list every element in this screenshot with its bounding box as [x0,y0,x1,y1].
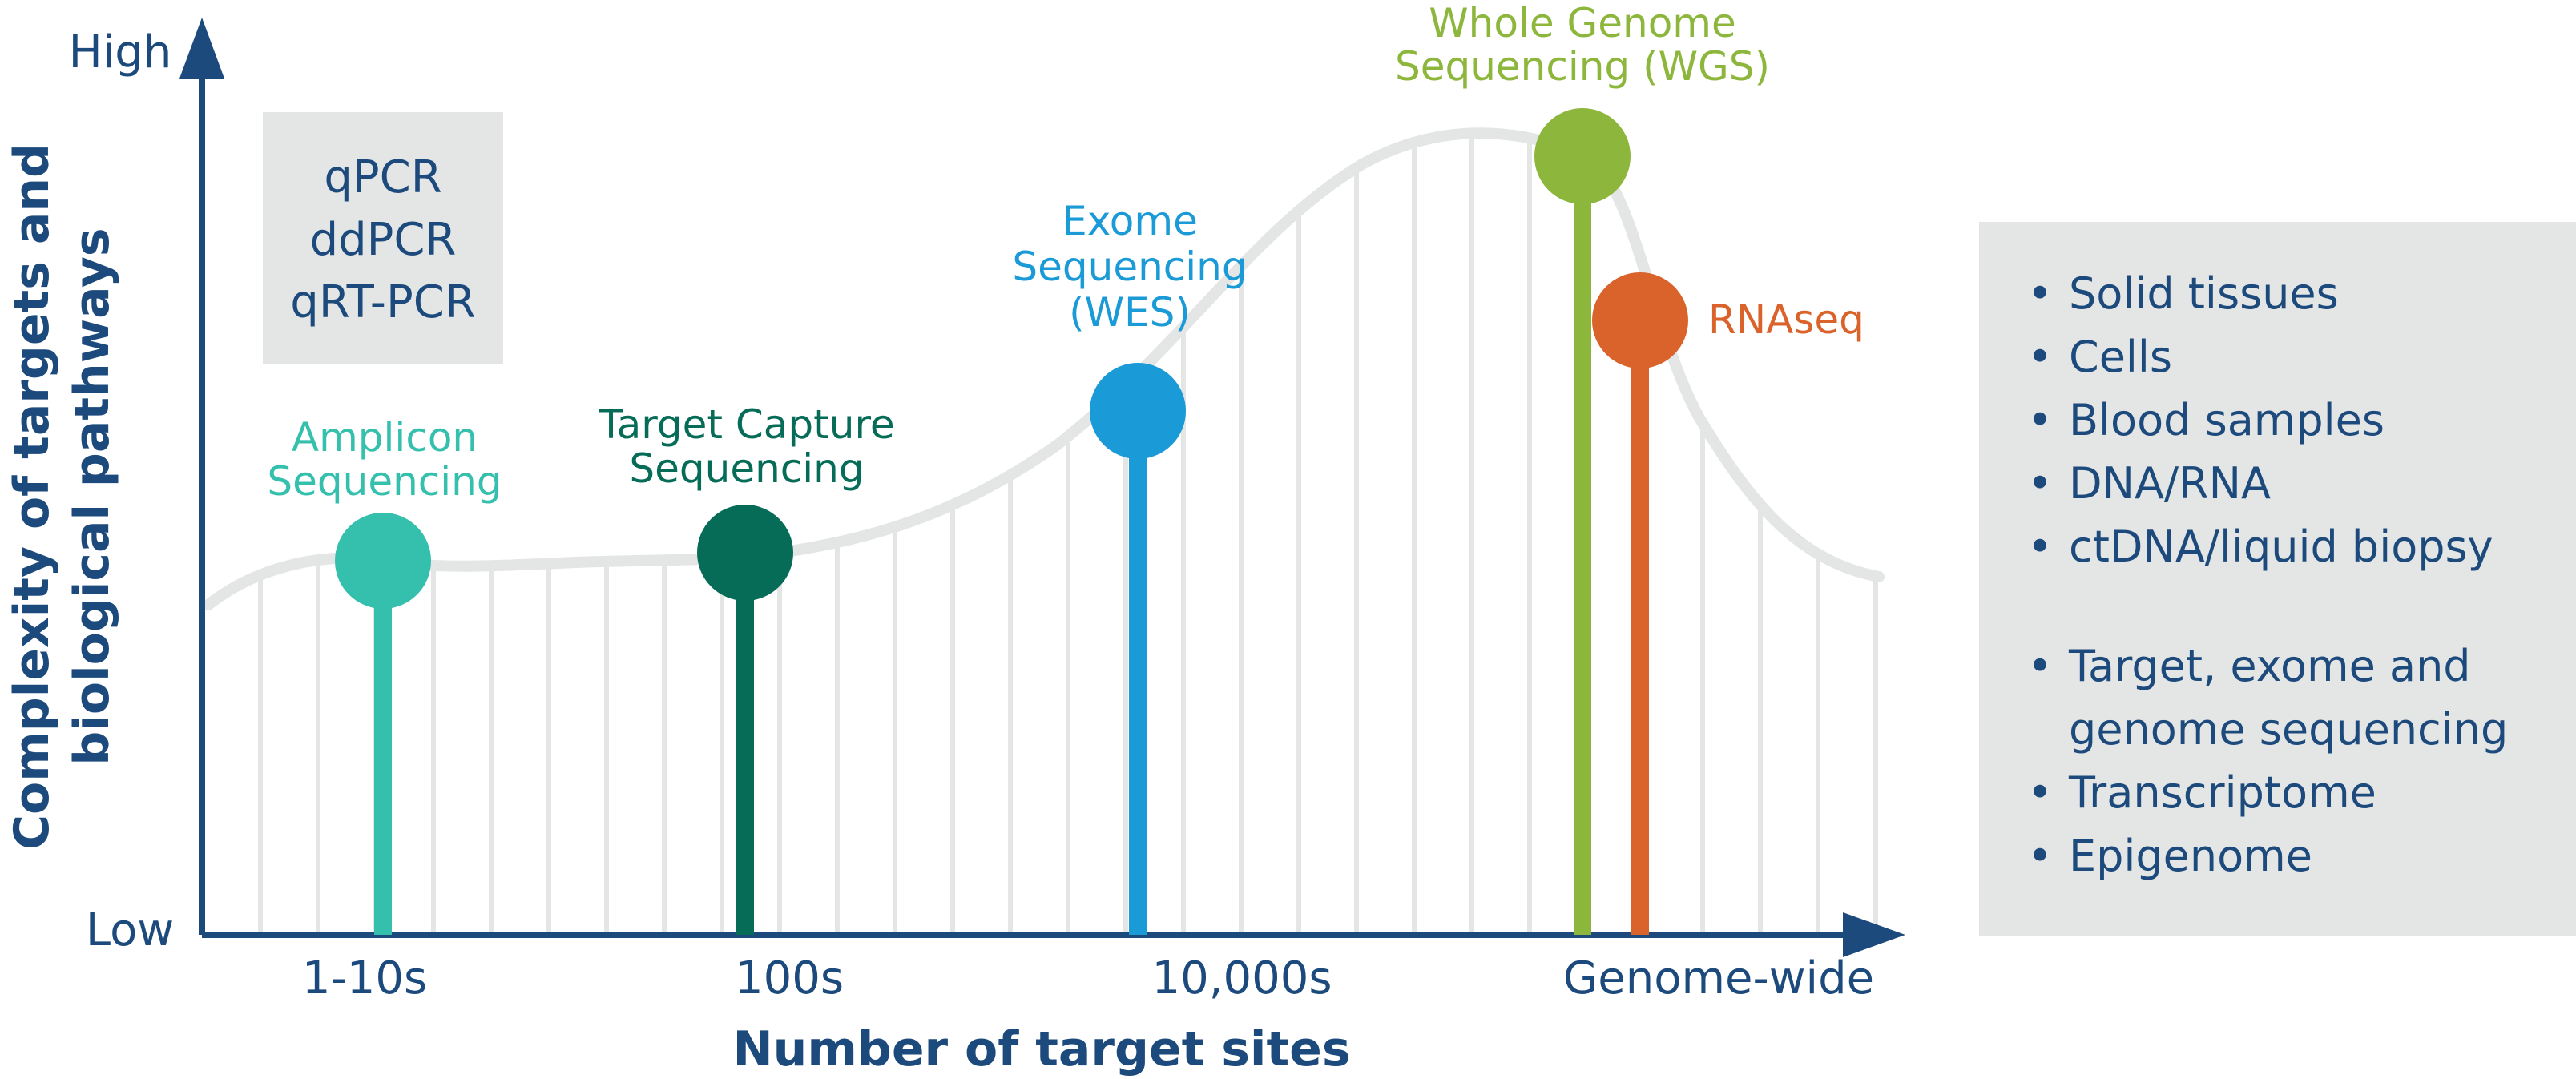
method-label: Sequencing (WGS) [1395,43,1770,90]
diagram-canvas: High Low Complexity of targets and biolo… [4,0,1905,1077]
y-axis-title-line2: biological pathways [64,227,120,765]
y-axis-title-line1: Complexity of targets and [4,143,60,850]
sample-types-panel: Solid tissues Cells Blood samples DNA/RN… [1979,222,2576,936]
x-axis-arrow-icon [1843,912,1905,957]
method-label: Whole Genome [1429,0,1736,46]
pcr-box-background [263,112,503,364]
sample-types-list: Solid tissues Cells Blood samples DNA/RN… [2027,262,2576,578]
method-amplicon-sequencing: Amplicon Sequencing [267,414,502,935]
list-item: Epigenome [2027,824,2576,888]
method-label: Target Capture [598,401,894,448]
list-item: Cells [2027,325,2576,389]
pcr-box: qPCR ddPCR qRT-PCR [263,112,503,364]
method-marker [335,513,431,609]
method-label: (WES) [1069,289,1191,336]
list-item: DNA/RNA [2027,452,2576,515]
x-axis-title: Number of target sites [732,1021,1350,1077]
y-axis-low-label: Low [86,904,174,956]
y-axis-high-label: High [69,26,172,79]
method-lollipops: Amplicon Sequencing Target Capture Seque… [267,0,1864,935]
list-item: Solid tissues [2027,262,2576,325]
applications-list: Target, exome and genome sequencing Tran… [2027,634,2576,888]
list-item: Blood samples [2027,389,2576,452]
list-item-continuation: genome sequencing [2069,704,2509,755]
pcr-box-line: qPCR [324,151,441,203]
x-tick-label-genome-wide: Genome-wide [1563,952,1874,1005]
x-tick-label-1-10s: 1-10s [302,952,427,1005]
method-marker [1534,108,1631,204]
method-label: RNAseq [1708,296,1864,343]
method-label: Sequencing [1012,244,1247,290]
method-marker [1090,363,1186,459]
list-spacer [2027,578,2576,634]
method-marker [1592,272,1688,368]
list-item: ctDNA/liquid biopsy [2027,515,2576,578]
method-marker [697,505,793,601]
pcr-box-line: qRT-PCR [290,276,475,328]
list-item: Target, exome and [2027,634,2576,698]
list-item: Transcriptome [2027,761,2576,824]
method-label: Sequencing [267,458,502,505]
x-tick-label-10000s: 10,000s [1151,952,1332,1005]
method-rnaseq: RNAseq [1592,272,1864,935]
method-label: Sequencing [629,445,864,492]
x-tick-label-100s: 100s [735,952,844,1005]
method-label: Exome [1062,198,1198,244]
y-axis-arrow-icon [179,18,224,79]
method-target-capture-sequencing: Target Capture Sequencing [598,401,895,935]
pcr-box-line: ddPCR [310,214,457,266]
method-exome-sequencing: Exome Sequencing (WES) [1012,198,1248,935]
method-whole-genome-sequencing: Whole Genome Sequencing (WGS) [1395,0,1770,935]
method-label: Amplicon [292,414,478,461]
